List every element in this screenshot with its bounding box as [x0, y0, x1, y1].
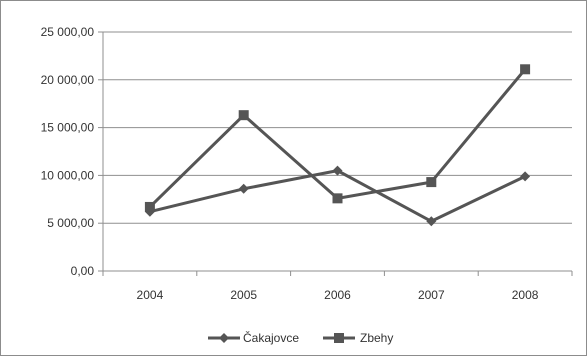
square-marker	[144, 201, 155, 212]
diamond-marker	[520, 171, 531, 182]
y-tick-labels: 0,00 5 000,00 10 000,00 15 000,00 20 000,00 2…	[41, 25, 95, 278]
legend-square-marker	[334, 333, 344, 343]
square-marker	[238, 110, 249, 121]
legend-label: Čakajovce	[243, 330, 299, 345]
legend-label: Zbehy	[360, 331, 393, 345]
square-marker	[520, 64, 531, 75]
square-marker	[426, 177, 437, 188]
diamond-marker	[238, 183, 249, 194]
x-tick-labels: 2004 2005 2006 2007 2008	[137, 288, 539, 302]
y-tick-label: 5 000,00	[47, 216, 94, 230]
diamond-marker	[426, 216, 437, 227]
series-line	[148, 68, 527, 209]
y-tick-label: 0,00	[71, 264, 95, 278]
y-tick-label: 20 000,00	[41, 73, 95, 87]
axes	[98, 31, 573, 276]
x-tick-label: 2007	[418, 288, 445, 302]
y-tick-label: 15 000,00	[41, 121, 95, 135]
x-tick-label: 2004	[137, 288, 164, 302]
x-tick-label: 2005	[230, 288, 257, 302]
line-chart: 0,00 5 000,00 10 000,00 15 000,00 20 000,00 2…	[41, 25, 573, 345]
legend-item: Čakajovce	[208, 330, 299, 345]
legend: Čakajovce Zbehy	[208, 330, 393, 345]
square-marker	[332, 193, 343, 204]
y-tick-label: 25 000,00	[41, 25, 95, 39]
x-tick-label: 2006	[324, 288, 351, 302]
x-tick-label: 2008	[512, 288, 539, 302]
legend-item: Zbehy	[323, 331, 393, 345]
diamond-marker	[332, 165, 343, 176]
series	[144, 64, 531, 227]
legend-diamond-marker	[219, 333, 229, 343]
y-tick-label: 10 000,00	[41, 168, 95, 182]
series-zbehy	[144, 64, 531, 212]
